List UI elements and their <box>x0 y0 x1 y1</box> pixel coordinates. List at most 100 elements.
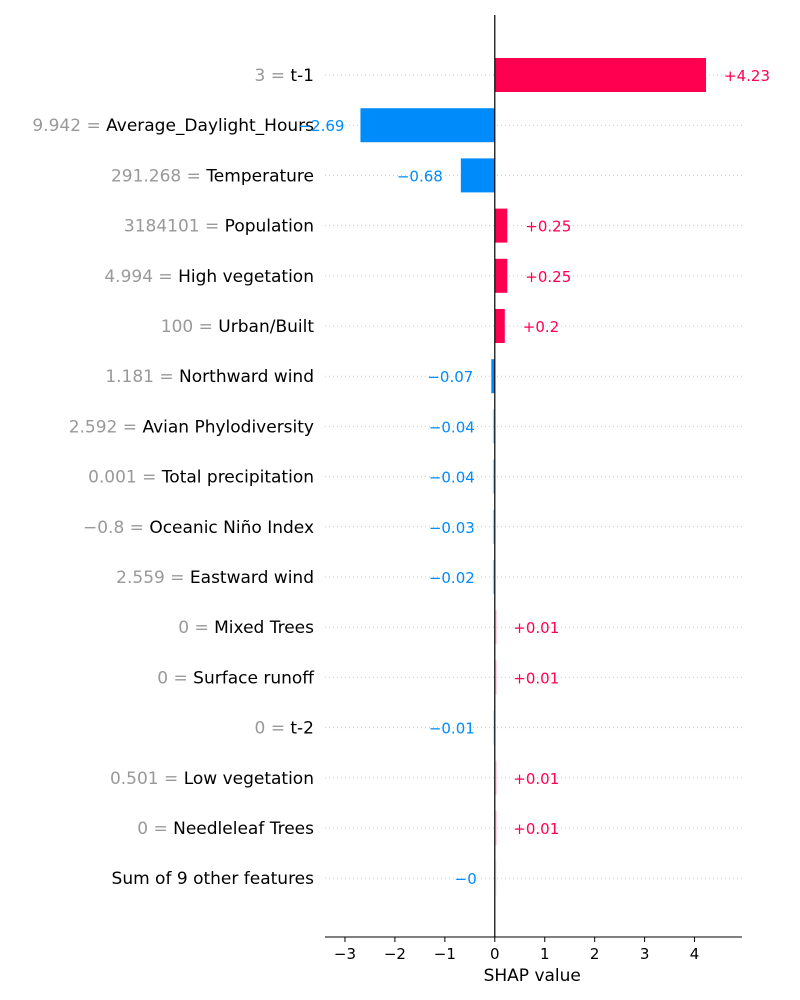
feature-name: Population <box>225 217 314 237</box>
feature-value: 9.942 = <box>32 116 106 136</box>
data-label: +0.2 <box>523 318 559 336</box>
data-label: −0.04 <box>429 418 475 436</box>
feature-label: 3 = t-1 <box>255 66 315 86</box>
feature-name: t-2 <box>290 719 314 739</box>
feature-value: 291.268 = <box>111 166 206 186</box>
feature-name: Temperature <box>205 166 314 186</box>
grid-lines <box>325 74 742 879</box>
feature-labels: 3 = t-1 9.942 = Average_Daylight_Hours 291… <box>32 66 315 889</box>
x-tick-label: 2 <box>590 945 600 963</box>
bars <box>360 58 707 896</box>
feature-value: 0 = <box>178 618 214 638</box>
data-label: −0 <box>455 870 477 888</box>
x-axis-title: SHAP value <box>484 966 581 986</box>
feature-label: 0.501 = Low vegetation <box>110 769 314 789</box>
x-tick-label: −1 <box>434 945 456 963</box>
feature-label: Sum of 9 other features <box>112 869 315 889</box>
x-tick-label: −3 <box>334 945 356 963</box>
feature-value: 2.592 = <box>69 417 143 437</box>
data-label: +0.01 <box>513 619 559 637</box>
x-tick-label: 4 <box>690 945 700 963</box>
feature-value: 0 = <box>137 819 173 839</box>
data-label: +0.01 <box>513 820 559 838</box>
data-label: −0.07 <box>427 368 473 386</box>
bar <box>491 359 495 394</box>
bar <box>492 710 495 745</box>
feature-name: Low vegetation <box>184 769 314 789</box>
bar <box>492 509 495 544</box>
feature-value: 4.994 = <box>104 267 178 287</box>
data-label: −0.01 <box>429 720 475 738</box>
x-tick-label: 0 <box>490 945 500 963</box>
bar <box>494 58 707 92</box>
feature-name: Sum of 9 other features <box>112 869 315 889</box>
bar <box>494 861 497 896</box>
bar <box>492 560 495 594</box>
feature-label: 3184101 = Population <box>124 217 314 237</box>
feature-label: 291.268 = Temperature <box>111 166 314 186</box>
data-label: +0.25 <box>525 268 571 286</box>
feature-value: 3184101 = <box>124 217 225 237</box>
bar <box>360 108 495 143</box>
feature-name: Northward wind <box>179 367 314 387</box>
bar <box>494 208 508 243</box>
feature-label: −0.8 = Oceanic Niño Index <box>83 518 314 538</box>
x-axis: −3 −2 −1 0 1 2 3 4 SHAP value <box>325 936 742 986</box>
data-label: −0.04 <box>429 469 475 487</box>
feature-name: Eastward wind <box>190 568 314 588</box>
x-tick-label: −2 <box>384 945 406 963</box>
feature-value: 0 = <box>157 668 193 688</box>
feature-value: 3 = <box>255 66 291 86</box>
feature-label: 0 = t-2 <box>255 719 315 739</box>
feature-name: High vegetation <box>178 267 314 287</box>
x-tick-label: 3 <box>640 945 650 963</box>
feature-value: 2.559 = <box>116 568 190 588</box>
feature-name: Average_Daylight_Hours <box>106 116 314 136</box>
feature-label: 0.001 = Total precipitation <box>88 468 314 488</box>
bar <box>492 459 495 494</box>
feature-label: 9.942 = Average_Daylight_Hours <box>32 116 314 136</box>
data-labels: +4.23 −2.69 −0.68 +0.25 +0.25 +0.2 −0.07 −0.04 −… <box>298 67 770 888</box>
data-label: +0.01 <box>513 770 559 788</box>
feature-name: Mixed Trees <box>214 618 314 638</box>
feature-label: 0 = Mixed Trees <box>178 618 314 638</box>
feature-label: 2.592 = Avian Phylodiversity <box>69 417 314 437</box>
feature-label: 2.559 = Eastward wind <box>116 568 314 588</box>
feature-label: 0 = Surface runoff <box>157 668 315 688</box>
feature-value: 0 = <box>255 719 291 739</box>
bar <box>494 258 508 293</box>
data-label: −2.69 <box>298 117 344 135</box>
bar <box>460 158 495 193</box>
feature-name: Urban/Built <box>218 317 314 337</box>
bar <box>494 610 497 645</box>
feature-name: Needleleaf Trees <box>173 819 314 839</box>
feature-name: t-1 <box>290 66 314 86</box>
data-label: +0.01 <box>513 669 559 687</box>
bar <box>494 660 497 695</box>
data-label: −0.02 <box>429 569 475 587</box>
bar <box>494 309 505 343</box>
feature-name: Surface runoff <box>193 668 315 688</box>
data-label: +0.25 <box>525 218 571 236</box>
feature-value: −0.8 = <box>83 518 149 538</box>
bar <box>494 760 497 795</box>
feature-value: 0.501 = <box>110 769 184 789</box>
feature-label: 0 = Needleleaf Trees <box>137 819 314 839</box>
feature-label: 4.994 = High vegetation <box>104 267 314 287</box>
data-label: −0.68 <box>397 167 443 185</box>
feature-name: Oceanic Niño Index <box>149 518 314 538</box>
bar <box>494 811 497 845</box>
feature-label: 1.181 = Northward wind <box>105 367 314 387</box>
bar <box>492 409 495 444</box>
feature-value: 100 = <box>161 317 219 337</box>
data-label: −0.03 <box>429 519 475 537</box>
feature-name: Avian Phylodiversity <box>142 417 314 437</box>
x-tick-label: 1 <box>540 945 550 963</box>
feature-label: 100 = Urban/Built <box>161 317 315 337</box>
feature-name: Total precipitation <box>161 468 314 488</box>
feature-value: 1.181 = <box>105 367 179 387</box>
data-label: +4.23 <box>724 67 770 85</box>
feature-value: 0.001 = <box>88 468 162 488</box>
